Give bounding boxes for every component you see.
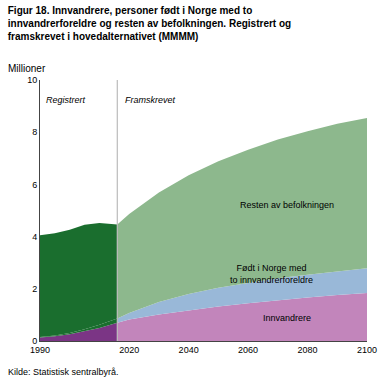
svg-text:Resten av befolkningen: Resten av befolkningen — [240, 200, 334, 210]
svg-text:6: 6 — [32, 180, 37, 190]
svg-text:8: 8 — [32, 127, 37, 137]
svg-text:4: 4 — [32, 232, 37, 242]
svg-text:Innvandrere: Innvandrere — [263, 313, 311, 323]
svg-text:Millioner: Millioner — [8, 63, 46, 74]
svg-text:2040: 2040 — [179, 345, 199, 355]
svg-text:Kilde: Statistisk sentralbyrå.: Kilde: Statistisk sentralbyrå. — [8, 367, 119, 377]
svg-text:2080: 2080 — [298, 345, 318, 355]
svg-text:Figur 18. Innvandrere, persone: Figur 18. Innvandrere, personer født i N… — [8, 5, 291, 42]
svg-text:2060: 2060 — [238, 345, 258, 355]
svg-text:1990: 1990 — [30, 345, 50, 355]
svg-text:Framskrevet: Framskrevet — [125, 95, 176, 105]
svg-text:2: 2 — [32, 284, 37, 294]
svg-text:0: 0 — [32, 336, 37, 346]
svg-text:2020: 2020 — [119, 345, 139, 355]
svg-text:10: 10 — [27, 75, 37, 85]
svg-text:Registrert: Registrert — [46, 95, 86, 105]
svg-text:2100: 2100 — [357, 345, 377, 355]
svg-text:Født i Norge medto innvandrerf: Født i Norge medto innvandrerforeldre — [230, 263, 313, 285]
